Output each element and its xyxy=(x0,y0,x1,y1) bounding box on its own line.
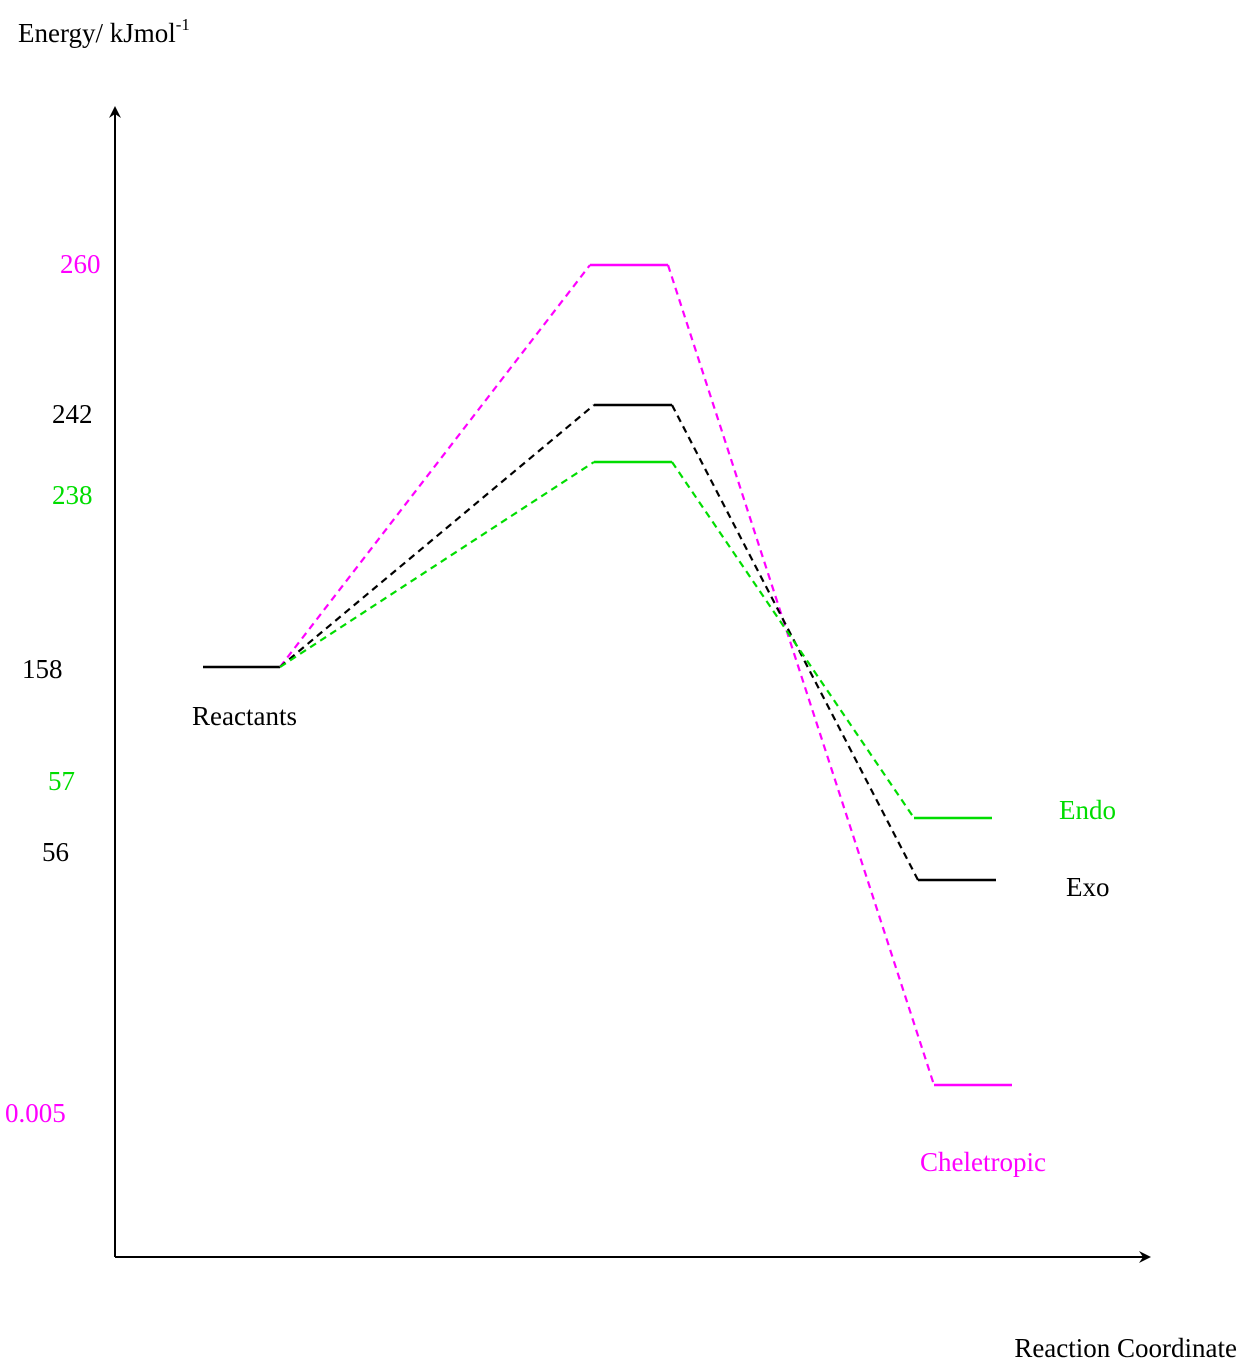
endo-product-energy-label: 57 xyxy=(48,766,75,796)
series-endo: 238 57 Endo xyxy=(48,460,1116,825)
exo-product-energy-label: 56 xyxy=(42,837,69,867)
exo-name-label: Exo xyxy=(1066,872,1110,902)
y-axis-title: Energy/ kJmol-1 xyxy=(18,15,190,48)
cheletropic-fall xyxy=(666,264,936,1086)
endo-ts-energy-label: 238 xyxy=(52,480,93,510)
cheletropic-ts-energy-label: 260 xyxy=(60,249,101,279)
cheletropic-name-label: Cheletropic xyxy=(920,1147,1046,1177)
reactants-energy-label: 158 xyxy=(22,654,63,684)
series-cheletropic: 260 0.005 Cheletropic xyxy=(5,249,1046,1177)
exo-rise xyxy=(279,404,595,668)
endo-name-label: Endo xyxy=(1059,795,1116,825)
reactants-label: Reactants xyxy=(192,701,297,731)
cheletropic-product-energy-label: 0.005 xyxy=(5,1098,66,1128)
exo-ts-energy-label: 242 xyxy=(52,399,93,429)
cheletropic-rise xyxy=(279,264,591,668)
x-axis-title: Reaction Coordinate xyxy=(1014,1333,1237,1363)
endo-rise xyxy=(279,461,595,668)
series-exo: 242 56 Exo xyxy=(42,399,1110,902)
